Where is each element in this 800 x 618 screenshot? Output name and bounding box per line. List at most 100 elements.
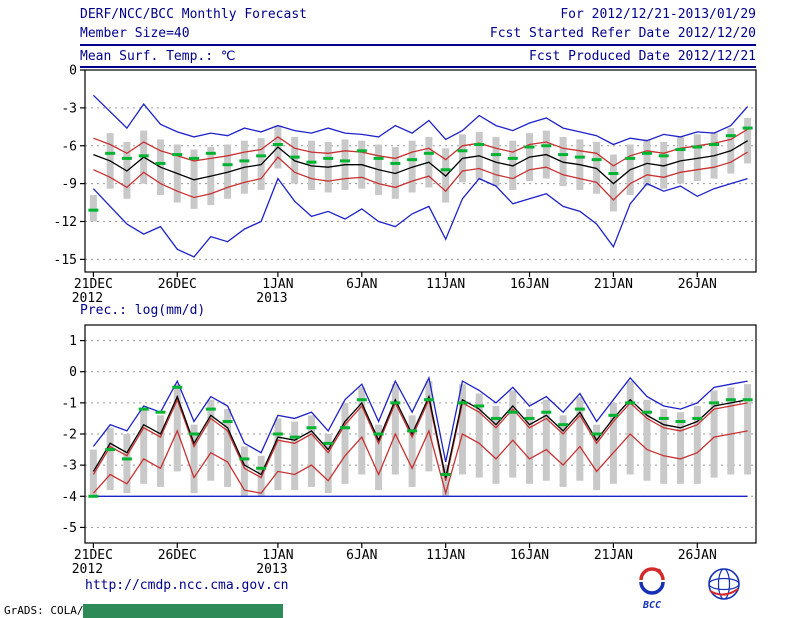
spread-bar: [224, 409, 232, 487]
y-tick-label: -6: [61, 139, 77, 154]
spread-bar: [173, 384, 181, 472]
y-tick-label: -3: [61, 101, 77, 116]
forecast-range: For 2012/12/21-2013/01/29: [560, 7, 756, 22]
spread-bar: [240, 446, 248, 497]
footer-strip: [83, 604, 283, 618]
spread-bar: [89, 449, 97, 497]
fcst-started-date: Fcst Started Refer Date 2012/12/20: [489, 26, 756, 41]
bcc-logo-label: BCC: [642, 600, 661, 611]
x-tick-label: 11JAN: [426, 277, 465, 292]
x-tick-label: 1JAN: [262, 277, 293, 292]
spread-bar: [106, 427, 114, 491]
x-tick-label: 26DEC: [158, 548, 197, 563]
x-tick-label: 21DEC: [74, 277, 113, 292]
spread-bar: [526, 409, 534, 484]
spread-bar: [693, 405, 701, 484]
series-lower-quartile-red: [92, 428, 748, 496]
x-tick-sublabel: 2012: [72, 291, 103, 306]
x-tick-label: 26JAN: [678, 277, 717, 292]
spread-bar: [408, 415, 416, 487]
spread-bar: [391, 384, 399, 475]
spread-bar: [207, 399, 215, 481]
member-size: Member Size=40: [80, 26, 190, 41]
x-tick-label: 11JAN: [426, 548, 465, 563]
spread-bar: [744, 117, 752, 164]
x-tick-label: 21DEC: [74, 548, 113, 563]
spread-bar: [123, 434, 131, 494]
globe-meridian: [717, 568, 731, 600]
spread-bar: [576, 396, 584, 481]
series-ensemble-min-blue: [92, 177, 748, 258]
spread-bar: [375, 424, 383, 491]
x-tick-label: 21JAN: [594, 277, 633, 292]
temperature-chart-title: Mean Surf. Temp.: ℃: [80, 49, 236, 64]
footer-logos: BCC: [639, 567, 740, 611]
series-ensemble-max-blue: [92, 94, 749, 146]
bcc-logo-blue-swirl: [639, 581, 665, 595]
series-ensemble-mean-black: [93, 140, 748, 185]
series-lower-quartile-red: [93, 151, 748, 201]
x-tick-sublabel: 2013: [256, 291, 287, 306]
plot-frame: [84, 69, 757, 273]
y-tick-label: -2: [61, 428, 77, 443]
bcc-logo-red-swirl: [639, 567, 665, 581]
globe-parallel: [708, 577, 740, 591]
spread-bar: [727, 387, 735, 475]
spread-bar: [190, 424, 198, 494]
header-divider-2: [80, 66, 756, 68]
x-tick-label: 16JAN: [510, 548, 549, 563]
spread-bar: [156, 415, 164, 487]
y-tick-label: -4: [61, 490, 77, 505]
spread-bar: [744, 384, 752, 475]
y-tick-label: -3: [61, 459, 77, 474]
spread-bar: [458, 384, 466, 475]
spread-bar: [710, 390, 718, 478]
series-upper-quartile-red: [92, 397, 748, 481]
spread-bar: [593, 424, 601, 491]
spread-bar: [626, 381, 634, 475]
bcc-logo-dot: [656, 568, 662, 574]
x-tick-label: 1JAN: [262, 548, 293, 563]
x-tick-label: 16JAN: [510, 277, 549, 292]
x-tick-label: 6JAN: [346, 277, 377, 292]
globe-swoosh: [709, 588, 739, 596]
spread-bar: [492, 405, 500, 484]
spread-bar: [324, 434, 332, 494]
precip-chart-title: Prec.: log(mm/d): [80, 303, 206, 318]
y-tick-label: 0: [69, 365, 77, 380]
spread-bar: [643, 399, 651, 481]
series-ensemble-max-blue: [92, 375, 748, 463]
fcst-produced-date: Fcst Produced Date 2012/12/21: [529, 49, 756, 64]
y-tick-label: 1: [69, 334, 77, 349]
spread-bar: [307, 415, 315, 487]
spread-bar: [274, 418, 282, 491]
spread-bar: [542, 399, 550, 481]
series-ensemble-mean-black: [92, 394, 748, 478]
y-tick-label: -9: [61, 177, 77, 192]
spread-bar: [559, 415, 567, 487]
y-tick-label: -1: [61, 396, 77, 411]
spread-bar: [660, 409, 668, 484]
y-tick-label: -15: [54, 253, 77, 268]
header-divider-1: [80, 44, 756, 46]
spread-bar: [341, 402, 349, 484]
spread-bar: [140, 409, 148, 484]
spread-bar: [358, 387, 366, 475]
spread-bar: [291, 421, 299, 491]
source-url: http://cmdp.ncc.cma.gov.cn: [85, 578, 289, 593]
spread-bar: [425, 381, 433, 472]
x-tick-sublabel: 2013: [256, 562, 287, 577]
spread-bar: [475, 393, 483, 478]
x-tick-label: 6JAN: [346, 548, 377, 563]
spread-bar: [677, 412, 685, 484]
page-title: DERF/NCC/BCC Monthly Forecast: [80, 7, 307, 22]
bcc-logo: BCC: [639, 567, 665, 611]
spread-bar: [693, 134, 701, 182]
series-upper-quartile-red: [93, 128, 748, 167]
x-tick-label: 26DEC: [158, 277, 197, 292]
y-tick-label: -5: [61, 521, 77, 536]
y-tick-label: 0: [69, 64, 77, 79]
